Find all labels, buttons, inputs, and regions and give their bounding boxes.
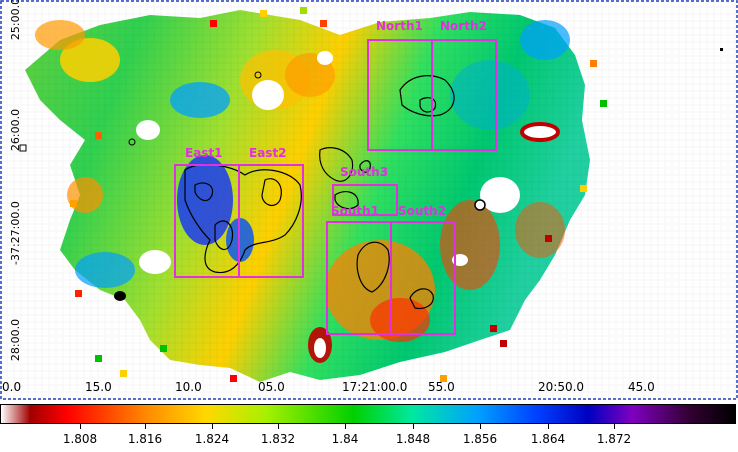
- ra-tick-label: 20:50.0: [538, 380, 584, 394]
- colorbar-tick-label: 1.848: [396, 432, 430, 446]
- colorbar-tick-mark: [345, 424, 346, 429]
- region-label-south3: South3: [340, 165, 388, 179]
- ra-tick-label: 0.0: [2, 380, 21, 394]
- region-label-south1: South1: [331, 204, 379, 218]
- colorbar-tick-mark: [80, 424, 81, 429]
- region-label-north1: North1: [376, 19, 423, 33]
- colorbar-tick-label: 1.84: [332, 432, 359, 446]
- region-label-north2: North2: [440, 19, 487, 33]
- region-label-east2: East2: [249, 146, 287, 160]
- region-label-south2: South2: [398, 204, 446, 218]
- colorbar-tick-label: 1.808: [63, 432, 97, 446]
- intensity-map[interactable]: [0, 0, 738, 400]
- ra-tick-label: 15.0: [85, 380, 112, 394]
- ra-tick-label: 10.0: [175, 380, 202, 394]
- colorbar[interactable]: [0, 404, 736, 424]
- colorbar-tick-label: 1.816: [128, 432, 162, 446]
- colorbar-tick-mark: [212, 424, 213, 429]
- colorbar-tick-mark: [413, 424, 414, 429]
- region-label-east1: East1: [185, 146, 223, 160]
- colorbar-tick-label: 1.824: [195, 432, 229, 446]
- colorbar-tick-mark: [548, 424, 549, 429]
- dec-tick-label: 26:00.0: [9, 100, 23, 160]
- colorbar-tick-label: 1.832: [261, 432, 295, 446]
- dec-tick-label: 28:00.0: [9, 310, 23, 370]
- colorbar-tick-label: 1.864: [531, 432, 565, 446]
- ra-tick-label: 45.0: [628, 380, 655, 394]
- dec-tick-label: -37:27:00.0: [9, 205, 23, 265]
- colorbar-tick-mark: [480, 424, 481, 429]
- ra-tick-label: 17:21:00.0: [342, 380, 407, 394]
- ra-tick-label: 05.0: [258, 380, 285, 394]
- colorbar-tick-label: 1.872: [597, 432, 631, 446]
- colorbar-tick-mark: [614, 424, 615, 429]
- ra-tick-label: 55.0: [428, 380, 455, 394]
- colorbar-tick-label: 1.856: [463, 432, 497, 446]
- colorbar-tick-mark: [278, 424, 279, 429]
- colorbar-tick-mark: [145, 424, 146, 429]
- dec-tick-label: 25:00.0: [9, 0, 23, 49]
